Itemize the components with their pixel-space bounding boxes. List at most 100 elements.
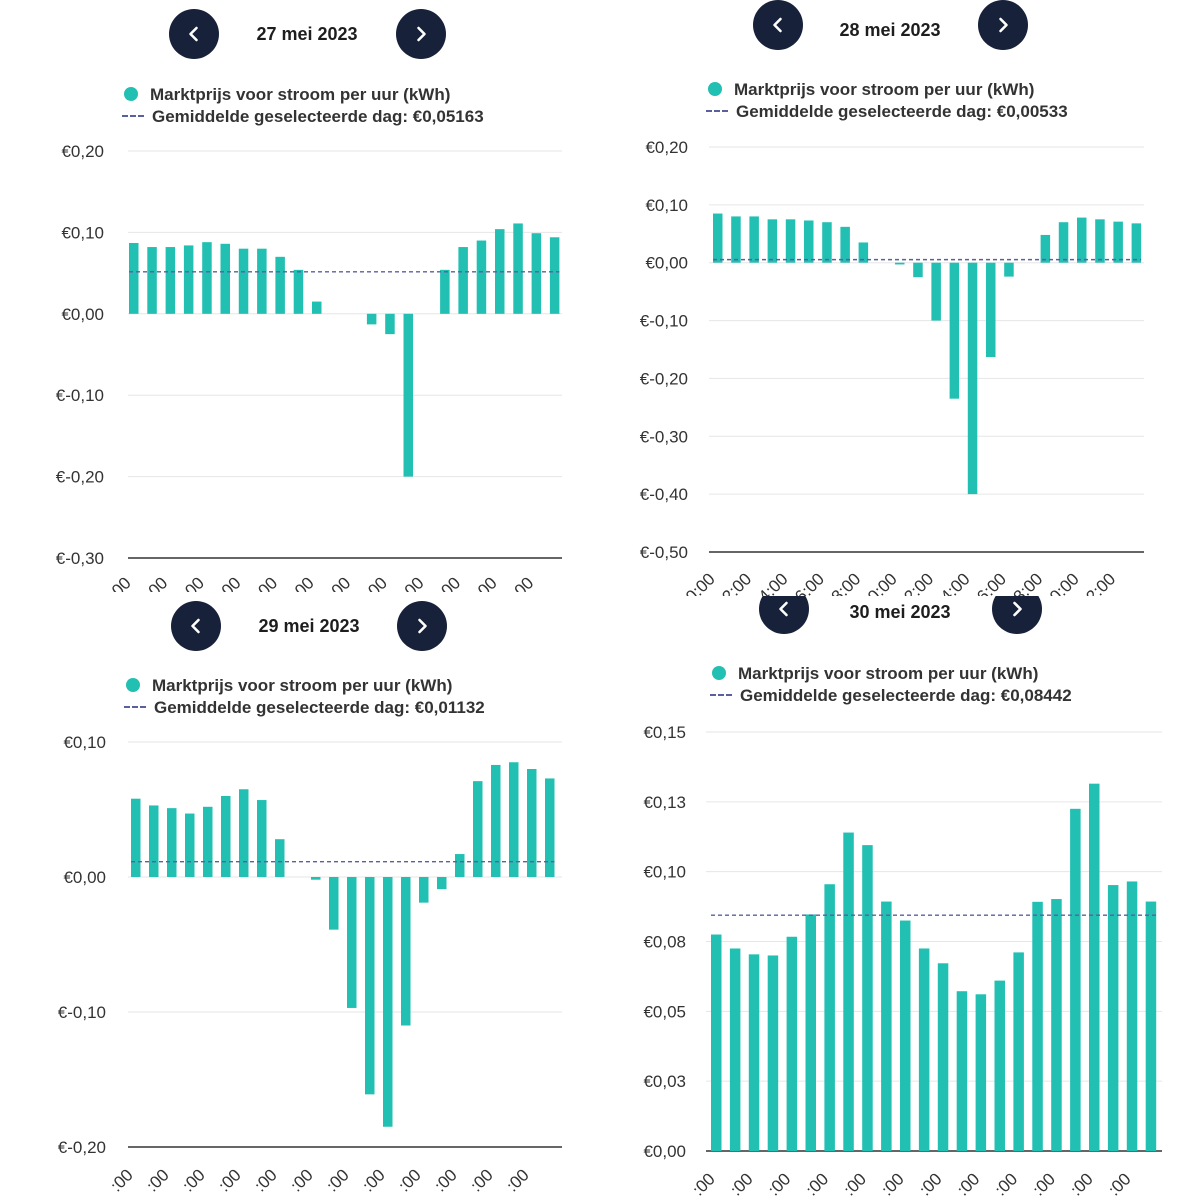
prev-day-button[interactable] — [169, 9, 219, 59]
bar[interactable] — [419, 877, 429, 903]
bar[interactable] — [749, 216, 759, 263]
bar[interactable] — [365, 877, 375, 1095]
bar[interactable] — [549, 237, 560, 314]
bar[interactable] — [329, 877, 339, 930]
bar[interactable] — [347, 877, 357, 1008]
bar[interactable] — [366, 313, 377, 325]
bar[interactable] — [473, 781, 483, 877]
bar[interactable] — [1077, 217, 1087, 263]
bar[interactable] — [1004, 262, 1014, 277]
bar[interactable] — [767, 955, 779, 1151]
bar[interactable] — [895, 262, 905, 265]
bar[interactable] — [513, 223, 523, 314]
bar[interactable] — [312, 301, 322, 314]
bar[interactable] — [1145, 901, 1157, 1151]
next-day-button[interactable] — [978, 0, 1028, 50]
bar[interactable] — [731, 216, 741, 263]
bar[interactable] — [203, 806, 213, 877]
bar[interactable] — [221, 796, 231, 877]
bar[interactable] — [713, 213, 723, 263]
bar[interactable] — [275, 256, 285, 314]
bar[interactable] — [900, 920, 911, 1151]
bar[interactable] — [804, 220, 814, 263]
bar[interactable] — [440, 269, 450, 314]
bar[interactable] — [257, 800, 267, 877]
bar[interactable] — [202, 242, 212, 314]
bar[interactable] — [1107, 885, 1119, 1151]
bar[interactable] — [986, 262, 996, 358]
bar[interactable] — [840, 226, 850, 263]
bar[interactable] — [183, 245, 194, 314]
bar[interactable] — [824, 884, 835, 1151]
bar[interactable] — [729, 948, 741, 1151]
bar[interactable] — [437, 877, 447, 890]
legend-average-item[interactable]: Gemiddelde geselecteerde dag: €0,01132 — [124, 697, 485, 719]
bar[interactable] — [785, 219, 796, 263]
bar[interactable] — [385, 313, 395, 335]
bar[interactable] — [531, 233, 542, 314]
prev-day-button[interactable] — [753, 0, 803, 50]
bar[interactable] — [401, 877, 411, 1026]
legend-series-item[interactable]: Marktprijs voor stroom per uur (kWh) — [710, 663, 1072, 685]
legend-average-item[interactable]: Gemiddelde geselecteerde dag: €0,00533 — [706, 101, 1068, 123]
bar[interactable] — [918, 948, 930, 1151]
legend-series-item[interactable]: Marktprijs voor stroom per uur (kWh) — [124, 675, 485, 697]
bar[interactable] — [275, 839, 285, 877]
bar[interactable] — [767, 219, 778, 263]
bar[interactable] — [1113, 221, 1123, 263]
bar[interactable] — [1126, 881, 1138, 1151]
bar[interactable] — [862, 845, 873, 1151]
bar[interactable] — [1051, 899, 1062, 1151]
bar[interactable] — [1095, 219, 1105, 263]
bar[interactable] — [165, 247, 176, 314]
bar[interactable] — [1070, 808, 1081, 1151]
bar[interactable] — [238, 248, 249, 314]
bar[interactable] — [129, 242, 139, 314]
bar[interactable] — [858, 242, 869, 263]
bar[interactable] — [711, 934, 722, 1151]
bar[interactable] — [257, 248, 267, 314]
bar[interactable] — [1131, 223, 1142, 263]
bar[interactable] — [843, 832, 854, 1151]
bar[interactable] — [476, 240, 487, 314]
bar[interactable] — [956, 991, 968, 1151]
bar[interactable] — [220, 243, 231, 314]
legend-average-item[interactable]: Gemiddelde geselecteerde dag: €0,05163 — [122, 106, 484, 128]
bar[interactable] — [937, 963, 949, 1151]
bar[interactable] — [167, 808, 177, 877]
bar[interactable] — [239, 789, 249, 877]
bar[interactable] — [1032, 901, 1043, 1151]
bar[interactable] — [786, 936, 798, 1151]
bar[interactable] — [913, 262, 923, 278]
bar[interactable] — [975, 994, 987, 1151]
bar[interactable] — [509, 762, 519, 877]
bar[interactable] — [994, 980, 1006, 1151]
bar[interactable] — [147, 247, 157, 314]
bar[interactable] — [149, 805, 159, 877]
bar[interactable] — [545, 778, 555, 877]
legend-series-item[interactable]: Marktprijs voor stroom per uur (kWh) — [706, 79, 1068, 101]
bar[interactable] — [455, 854, 465, 877]
legend-average-item[interactable]: Gemiddelde geselecteerde dag: €0,08442 — [710, 685, 1072, 707]
bar[interactable] — [185, 813, 195, 877]
next-day-button[interactable] — [397, 601, 447, 651]
bar[interactable] — [458, 247, 468, 314]
prev-day-button[interactable] — [171, 601, 221, 651]
bar[interactable] — [967, 262, 978, 495]
bar[interactable] — [881, 901, 892, 1151]
bar[interactable] — [1013, 952, 1024, 1151]
bar[interactable] — [403, 313, 414, 477]
bar[interactable] — [311, 877, 321, 880]
bar[interactable] — [949, 262, 960, 399]
bar[interactable] — [1089, 783, 1100, 1151]
bar[interactable] — [293, 269, 304, 314]
bar[interactable] — [495, 229, 505, 314]
bar[interactable] — [491, 764, 501, 877]
legend-series-item[interactable]: Marktprijs voor stroom per uur (kWh) — [122, 84, 484, 106]
bar[interactable] — [1058, 222, 1069, 263]
bar[interactable] — [131, 798, 141, 877]
bar[interactable] — [805, 914, 817, 1151]
bar[interactable] — [748, 954, 760, 1151]
bar[interactable] — [527, 769, 537, 877]
bar[interactable] — [383, 877, 393, 1127]
